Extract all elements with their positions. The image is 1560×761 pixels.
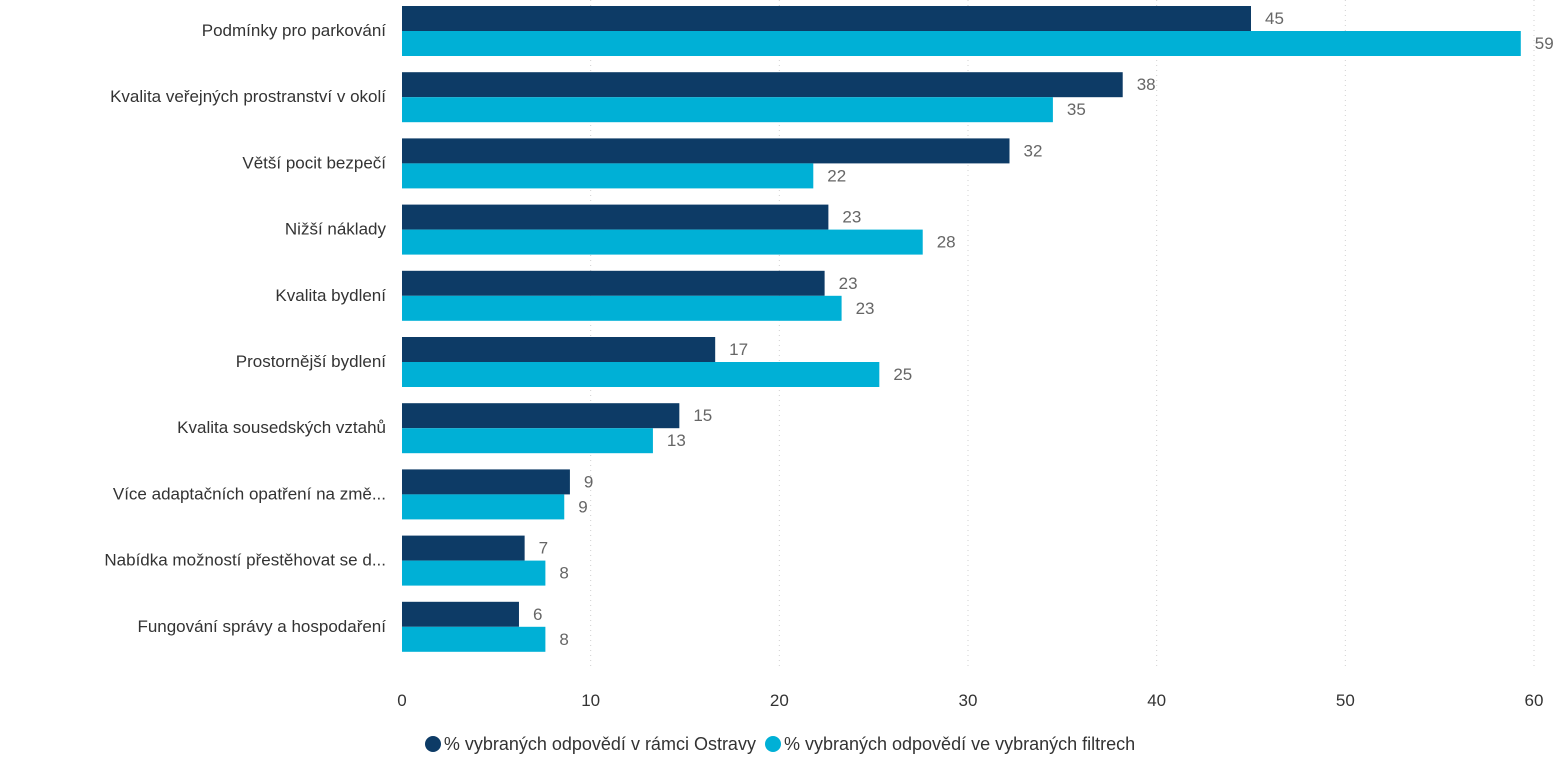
data-label: 45 bbox=[1265, 9, 1284, 28]
x-tick-label: 60 bbox=[1525, 691, 1544, 710]
category-label: Větší pocit bezpečí bbox=[242, 153, 386, 172]
data-label: 22 bbox=[827, 166, 846, 185]
legend-label-filters: % vybraných odpovědí ve vybraných filtre… bbox=[783, 734, 1136, 754]
data-label: 15 bbox=[693, 406, 712, 425]
data-label: 23 bbox=[856, 299, 875, 318]
data-label: 25 bbox=[893, 365, 912, 384]
bar bbox=[402, 138, 1010, 164]
x-tick-label: 40 bbox=[1147, 691, 1166, 710]
bar bbox=[402, 494, 565, 520]
data-label: 23 bbox=[842, 208, 861, 227]
category-label: Nabídka možností přestěhovat se d... bbox=[104, 551, 386, 570]
category-label: Kvalita sousedských vztahů bbox=[177, 418, 386, 437]
x-tick-label: 20 bbox=[770, 691, 789, 710]
x-tick-label: 0 bbox=[397, 691, 406, 710]
bar bbox=[402, 469, 570, 495]
data-label: 23 bbox=[839, 274, 858, 293]
category-label: Prostornější bydlení bbox=[236, 352, 387, 371]
data-label: 17 bbox=[729, 340, 748, 359]
data-label: 32 bbox=[1024, 141, 1043, 160]
bar bbox=[402, 270, 825, 296]
bar bbox=[402, 626, 546, 652]
x-tick-label: 10 bbox=[581, 691, 600, 710]
data-label: 38 bbox=[1137, 75, 1156, 94]
data-label: 35 bbox=[1067, 100, 1086, 119]
legend-dot-filters-icon bbox=[764, 736, 781, 752]
data-label: 59 bbox=[1535, 34, 1554, 53]
category-label: Fungování správy a hospodaření bbox=[137, 617, 386, 636]
bar bbox=[402, 601, 519, 627]
data-label: 13 bbox=[667, 431, 686, 450]
legend-item-ostrava[interactable]: % vybraných odpovědí v rámci Ostravy bbox=[424, 734, 756, 755]
bar bbox=[402, 163, 814, 189]
bar bbox=[402, 204, 829, 230]
bar bbox=[402, 535, 525, 561]
bar bbox=[402, 403, 680, 429]
category-label: Více adaptačních opatření na změ... bbox=[113, 484, 386, 503]
legend-item-filters[interactable]: % vybraných odpovědí ve vybraných filtre… bbox=[764, 734, 1136, 755]
legend: % vybraných odpovědí v rámci Ostravy % v… bbox=[0, 734, 1560, 755]
bar bbox=[402, 229, 923, 255]
data-label: 6 bbox=[533, 605, 542, 624]
category-label: Kvalita veřejných prostranství v okolí bbox=[110, 87, 386, 106]
category-label: Kvalita bydlení bbox=[275, 286, 386, 305]
legend-dot-ostrava-icon bbox=[424, 736, 441, 752]
data-label: 7 bbox=[539, 539, 548, 558]
data-label: 8 bbox=[559, 630, 568, 649]
bar bbox=[402, 31, 1521, 56]
bar bbox=[402, 428, 653, 454]
category-label: Nižší náklady bbox=[285, 220, 387, 239]
category-label: Podmínky pro parkování bbox=[202, 21, 387, 40]
bar bbox=[402, 295, 842, 321]
bar bbox=[402, 72, 1123, 98]
bar bbox=[402, 97, 1053, 123]
legend-label-ostrava: % vybraných odpovědí v rámci Ostravy bbox=[443, 734, 756, 754]
data-label: 28 bbox=[937, 233, 956, 252]
x-tick-label: 50 bbox=[1336, 691, 1355, 710]
data-label: 9 bbox=[584, 472, 593, 491]
bar bbox=[402, 362, 880, 387]
data-label: 9 bbox=[578, 497, 587, 516]
bar bbox=[402, 560, 546, 586]
bar bbox=[402, 337, 716, 362]
bar-chart-svg: 0 10 20 30 40 50 60 Podmínky pro parkování 45 59 K… bbox=[104, 0, 1554, 710]
x-tick-label: 30 bbox=[959, 691, 978, 710]
data-label: 8 bbox=[559, 564, 568, 583]
bar bbox=[402, 6, 1251, 31]
